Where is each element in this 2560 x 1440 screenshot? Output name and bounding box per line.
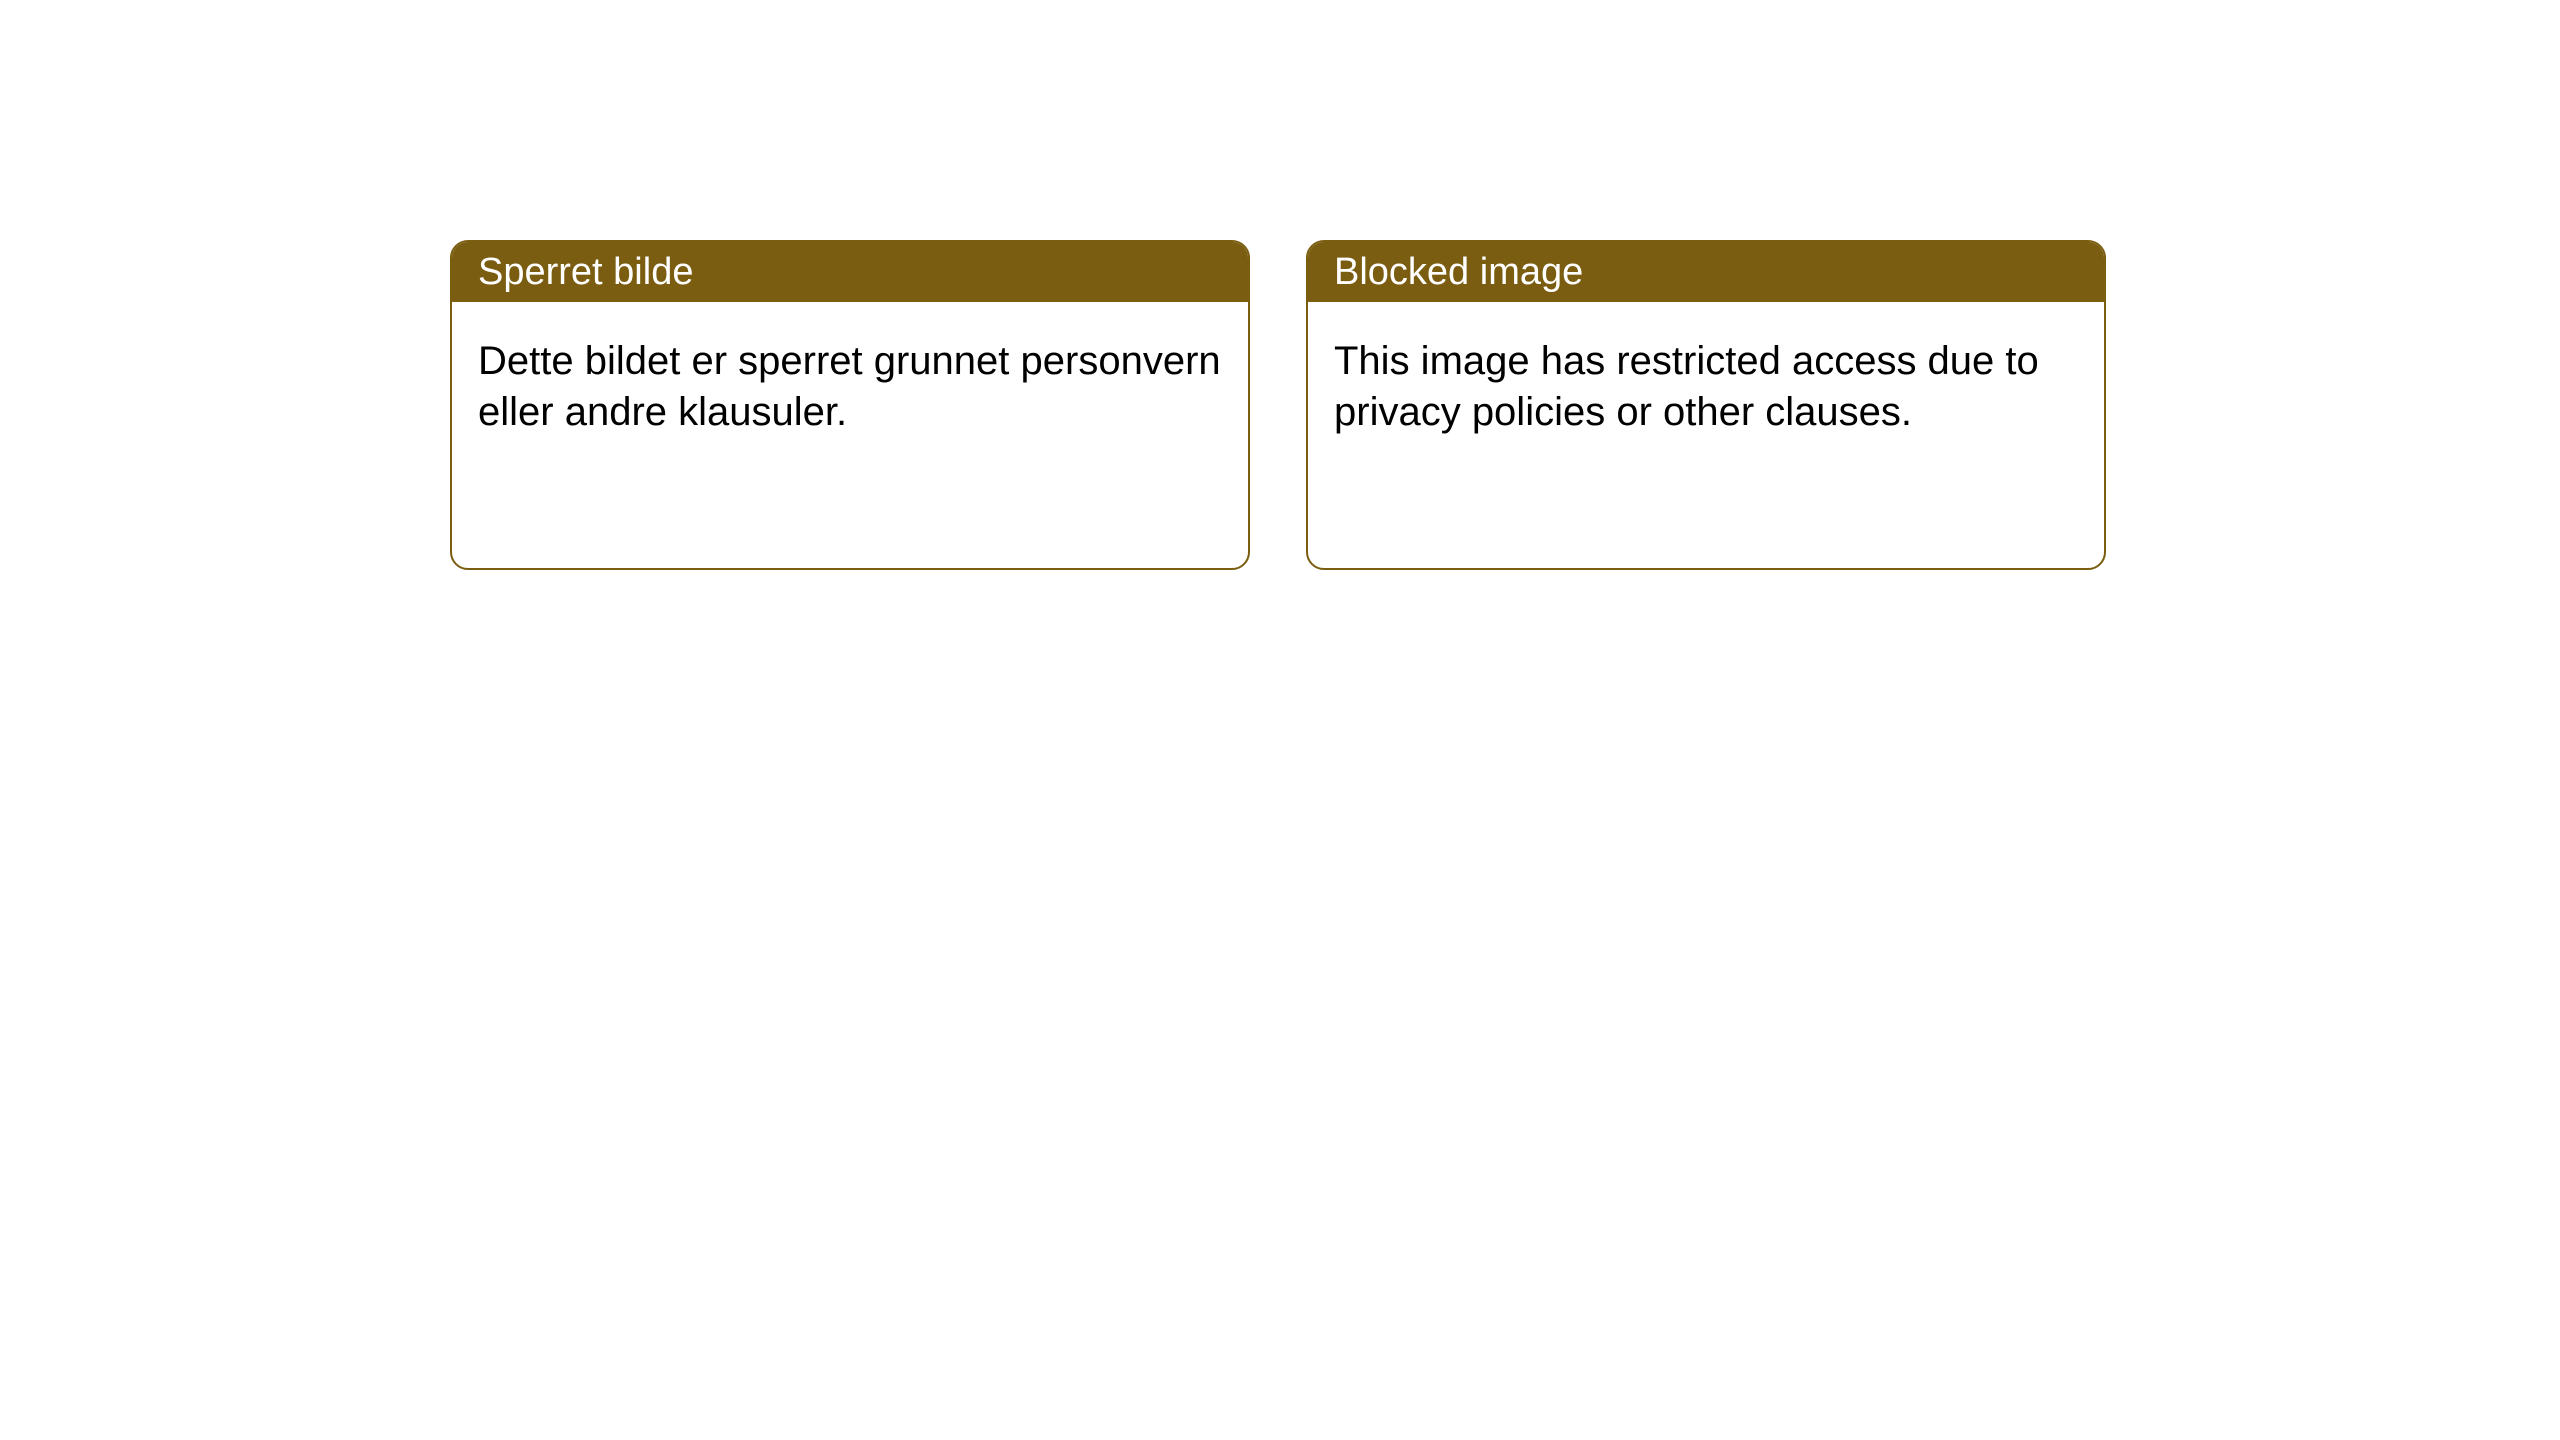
- notice-card-english: Blocked image This image has restricted …: [1306, 240, 2106, 570]
- notice-container: Sperret bilde Dette bildet er sperret gr…: [0, 0, 2560, 570]
- card-body: Dette bildet er sperret grunnet personve…: [452, 302, 1248, 472]
- card-body-text: This image has restricted access due to …: [1334, 339, 2039, 434]
- card-header: Sperret bilde: [452, 242, 1248, 302]
- card-title: Blocked image: [1334, 251, 1583, 294]
- card-header: Blocked image: [1308, 242, 2104, 302]
- card-body: This image has restricted access due to …: [1308, 302, 2104, 472]
- notice-card-norwegian: Sperret bilde Dette bildet er sperret gr…: [450, 240, 1250, 570]
- card-body-text: Dette bildet er sperret grunnet personve…: [478, 339, 1221, 434]
- card-title: Sperret bilde: [478, 251, 693, 294]
